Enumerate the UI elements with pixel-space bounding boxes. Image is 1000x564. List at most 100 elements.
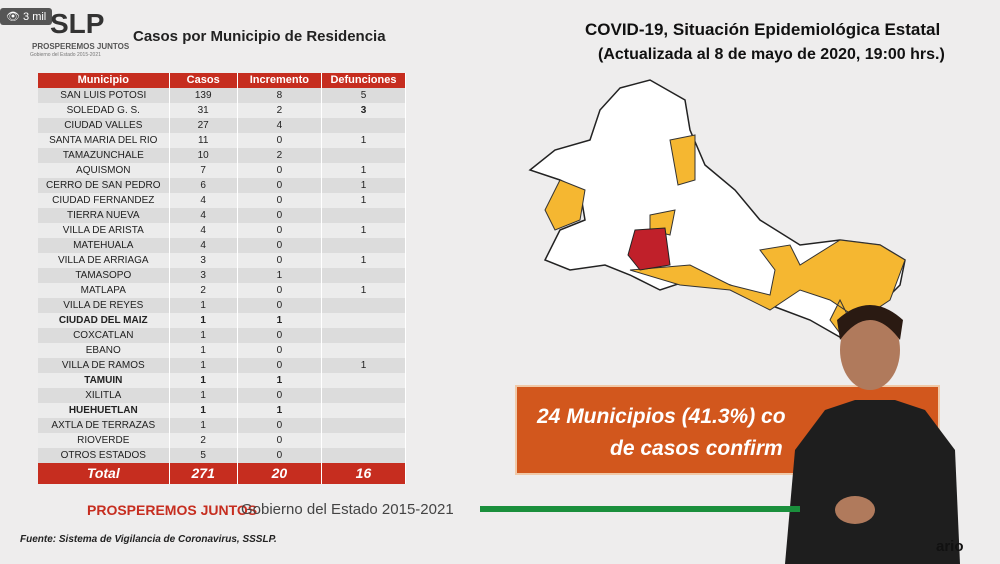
cell: 1 [238,373,322,388]
table-row: TAMUIN 1 1 [38,373,407,388]
table-row: AQUISMON 7 0 1 [38,163,407,178]
cell: 0 [238,253,322,268]
table-row: CIUDAD FERNANDEZ 4 0 1 [38,193,407,208]
cell: VILLA DE ARRIAGA [38,253,170,268]
cell: 4 [170,208,238,223]
cell: 1 [170,328,238,343]
cell: 4 [170,193,238,208]
table-row: CIUDAD DEL MAIZ 1 1 [38,313,407,328]
cell: CIUDAD DEL MAIZ [38,313,170,328]
table-row: TAMAZUNCHALE 10 2 [38,148,407,163]
cell: AQUISMON [38,163,170,178]
cell [322,433,407,448]
cell [322,238,407,253]
cell: 1 [170,358,238,373]
cell: 0 [238,178,322,193]
column-header: Casos [170,73,238,88]
cell [322,298,407,313]
cell: VILLA DE ARISTA [38,223,170,238]
interpreter [785,305,960,564]
cell: 1 [322,163,407,178]
footer-government: Gobierno del Estado 2015-2021 [241,501,454,518]
table-row: MATLAPA 2 0 1 [38,283,407,298]
cell: 0 [238,358,322,373]
cell [322,418,407,433]
cell: 2 [170,433,238,448]
table-row: RIOVERDE 2 0 [38,433,407,448]
cell: 3 [170,253,238,268]
cell: TIERRA NUEVA [38,208,170,223]
cell: OTROS ESTADOS [38,448,170,463]
cell: 0 [238,343,322,358]
cell: 4 [170,238,238,253]
cell: 4 [238,118,322,133]
table-row: HUEHUETLAN 1 1 [38,403,407,418]
cell: TAMASOPO [38,268,170,283]
table-row: MATEHUALA 4 0 [38,238,407,253]
cell [322,208,407,223]
cell: 2 [170,283,238,298]
table-row: XILITLA 1 0 [38,388,407,403]
cell: 0 [238,418,322,433]
cell: 10 [170,148,238,163]
cell: VILLA DE RAMOS [38,358,170,373]
logo-subtitle: Gobierno del Estado 2015-2021 [30,52,101,58]
cell: 5 [322,88,407,103]
table-row: OTROS ESTADOS 5 0 [38,448,407,463]
subtitle: (Actualizada al 8 de mayo de 2020, 19:00… [598,46,945,63]
source: Fuente: Sistema de Vigilancia de Coronav… [20,534,277,545]
logo-motto: PROSPEREMOS JUNTOS [32,42,130,51]
cell: EBANO [38,343,170,358]
cell: SANTA MARIA DEL RIO [38,133,170,148]
cell: TAMAZUNCHALE [38,148,170,163]
cell: 11 [170,133,238,148]
cell: 1 [322,178,407,193]
cell: 0 [238,328,322,343]
head [840,310,900,390]
cell: 1 [170,343,238,358]
cell: 1 [170,313,238,328]
cell: RIOVERDE [38,433,170,448]
cell: 0 [238,448,322,463]
table-row: AXTLA DE TERRAZAS 1 0 [38,418,407,433]
cell: 1 [170,418,238,433]
cell: 0 [238,433,322,448]
column-header: Defunciones [322,73,407,88]
cell: 5 [170,448,238,463]
cell: 1 [170,403,238,418]
footer-motto: PROSPEREMOS JUNTOS [87,502,258,518]
cell: 0 [238,163,322,178]
cell: 1 [170,298,238,313]
cell: 0 [238,208,322,223]
table-row: CIUDAD VALLES 27 4 [38,118,407,133]
cell: 1 [322,253,407,268]
cell: 1 [238,403,322,418]
table-row: VILLA DE ARRIAGA 3 0 1 [38,253,407,268]
cell [322,388,407,403]
cell: TAMUIN [38,373,170,388]
affected-regions [544,134,906,340]
table-row: SAN LUIS POTOSI 139 8 5 [38,88,407,103]
cell: HUEHUETLAN [38,403,170,418]
logo-mark: SLP [50,8,105,39]
cell: SOLEDAD G. S. [38,103,170,118]
cell [322,328,407,343]
cell: 1 [238,268,322,283]
table-row: VILLA DE RAMOS 1 0 1 [38,358,407,373]
cell [322,403,407,418]
body [785,400,960,564]
hair [837,305,903,340]
cell [322,148,407,163]
cell: 3 [322,103,407,118]
cases-table: Municipio Casos Incremento Defunciones SAN L… [38,73,407,484]
callout-line: 24 Municipios (41.3%) co [537,405,786,428]
cell: COXCATLAN [38,328,170,343]
cell [322,343,407,358]
cell: VILLA DE REYES [38,298,170,313]
cell [322,118,407,133]
cell: 7 [170,163,238,178]
table-title: Casos por Municipio de Residencia [133,28,386,45]
cell: 139 [170,88,238,103]
callout-line: de casos confirm [610,437,783,460]
cell: 1 [170,388,238,403]
